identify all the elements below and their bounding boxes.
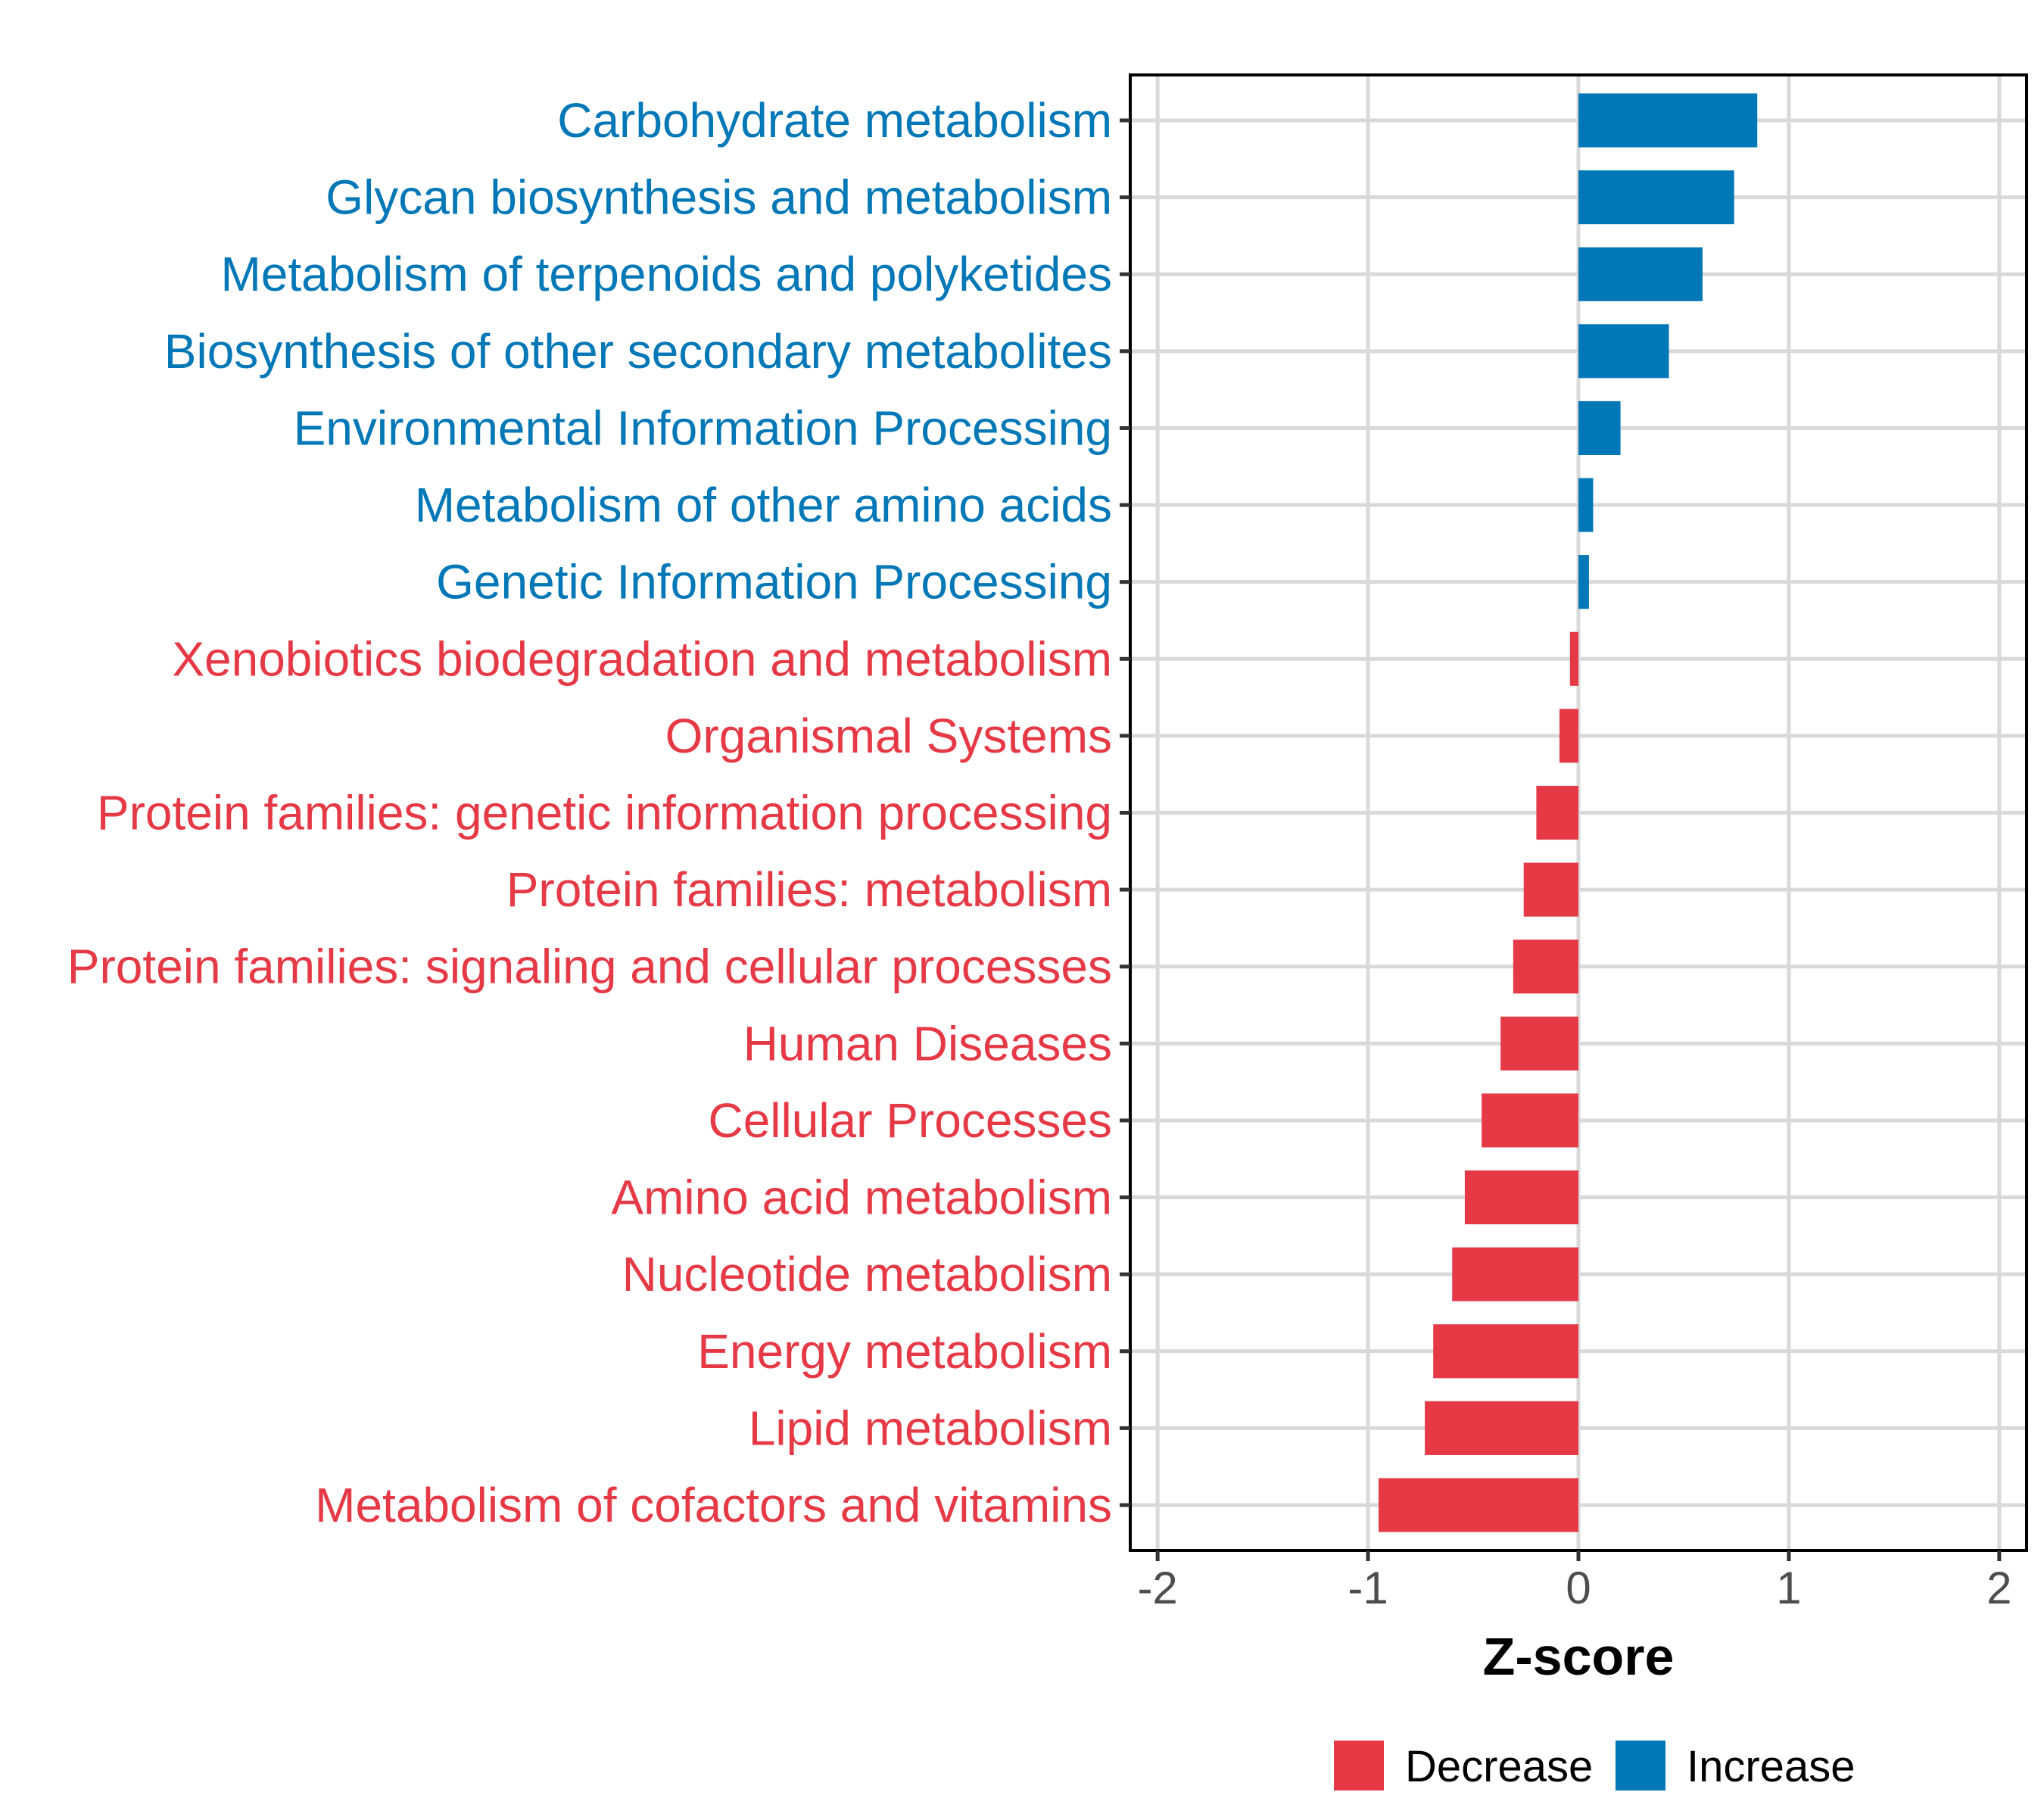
bar <box>1578 93 1758 148</box>
y-tick-label: Biosynthesis of other secondary metaboli… <box>164 324 1112 379</box>
bar <box>1433 1324 1578 1379</box>
bar <box>1536 785 1578 840</box>
y-tick-label: Metabolism of terpenoids and polyketides <box>220 247 1112 301</box>
bar <box>1578 324 1669 379</box>
y-tick-label: Carbohydrate metabolism <box>557 93 1112 148</box>
legend-label-decrease: Decrease <box>1405 1742 1593 1791</box>
x-tick-label: 2 <box>1986 1563 2011 1613</box>
bar <box>1523 862 1578 917</box>
y-tick-label: Metabolism of other amino acids <box>415 478 1112 532</box>
bar <box>1578 170 1734 225</box>
bar <box>1425 1401 1578 1455</box>
x-tick-label: 1 <box>1776 1563 1801 1613</box>
y-tick-label: Amino acid metabolism <box>611 1170 1112 1225</box>
legend: Decrease Increase <box>1334 1741 1855 1791</box>
y-axis: Carbohydrate metabolism Glycan biosynthes… <box>67 93 1130 1532</box>
y-tick-label: Genetic Information Processing <box>436 555 1112 609</box>
bar <box>1452 1247 1578 1301</box>
x-tick-label: -1 <box>1348 1563 1388 1613</box>
bar <box>1578 555 1589 609</box>
bar <box>1378 1478 1578 1532</box>
legend-swatch-increase <box>1616 1741 1665 1791</box>
y-tick-label: Protein families: metabolism <box>506 862 1112 917</box>
y-tick-label: Glycan biosynthesis and metabolism <box>326 170 1112 225</box>
bar <box>1578 478 1594 532</box>
y-tick-label: Nucleotide metabolism <box>622 1247 1112 1301</box>
bar <box>1482 1093 1578 1148</box>
bar <box>1569 631 1578 686</box>
y-tick-label: Protein families: signaling and cellular… <box>67 940 1112 994</box>
bars <box>1378 93 1758 1532</box>
bar <box>1464 1170 1578 1225</box>
y-tick-label: Lipid metabolism <box>749 1401 1112 1455</box>
y-tick-label: Metabolism of cofactors and vitamins <box>315 1478 1112 1532</box>
y-tick-label: Xenobiotics biodegradation and metabolis… <box>172 631 1112 686</box>
y-tick-label: Cellular Processes <box>708 1093 1112 1148</box>
y-tick-label: Environmental Information Processing <box>294 400 1112 455</box>
bar <box>1500 1016 1578 1071</box>
x-tick-label: 0 <box>1566 1563 1591 1613</box>
y-tick-label: Organismal Systems <box>665 709 1112 763</box>
x-axis-title: Z-score <box>1483 1627 1675 1686</box>
y-tick-label: Human Diseases <box>743 1016 1112 1071</box>
bar <box>1578 247 1703 301</box>
legend-label-increase: Increase <box>1687 1742 1855 1791</box>
bar <box>1559 709 1578 763</box>
x-tick-label: -2 <box>1137 1563 1177 1613</box>
y-tick-label: Protein families: genetic information pr… <box>97 786 1112 840</box>
bar <box>1578 400 1621 456</box>
y-tick-label: Energy metabolism <box>697 1324 1112 1379</box>
legend-swatch-decrease <box>1334 1741 1384 1791</box>
x-axis: -2 -1 0 1 2 <box>1137 1551 2012 1613</box>
bar <box>1513 940 1578 994</box>
